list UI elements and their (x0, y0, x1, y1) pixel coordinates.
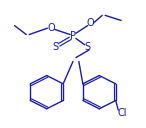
Text: O: O (47, 23, 55, 33)
Text: S: S (52, 42, 59, 52)
Text: P: P (70, 31, 76, 41)
Text: S: S (85, 42, 91, 52)
Text: Cl: Cl (118, 108, 127, 118)
Text: O: O (87, 18, 94, 28)
